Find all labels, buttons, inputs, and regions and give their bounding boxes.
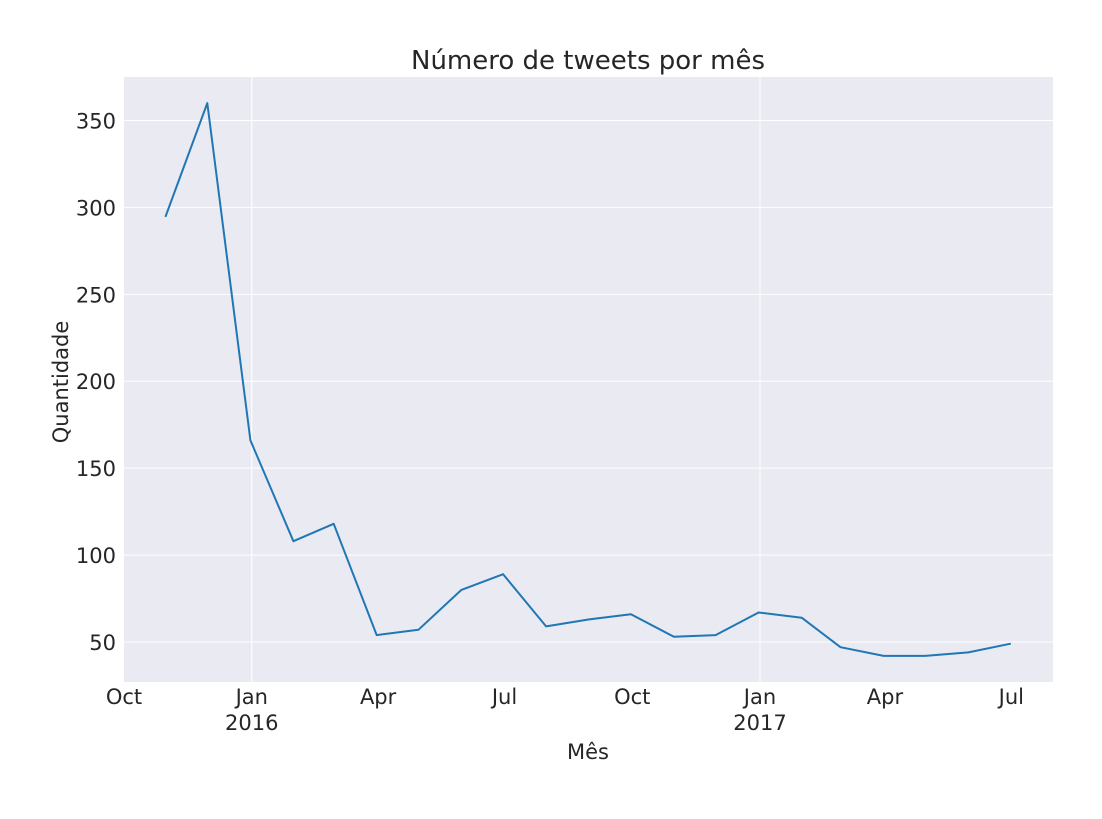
y-axis-label: Quantidade — [49, 321, 73, 444]
x-tick-label: Apr — [867, 685, 904, 709]
x-tick-year-label: 2016 — [225, 711, 278, 735]
x-tick-label: Jul — [490, 685, 517, 709]
chart-title: Número de tweets por mês — [411, 46, 765, 76]
y-tick-label: 200 — [76, 370, 116, 394]
x-tick-label: Oct — [106, 685, 142, 709]
y-tick-label: 300 — [76, 196, 116, 220]
y-tick-label: 150 — [76, 457, 116, 481]
y-axis-ticks: 50 100 150 200 250 300 350 — [76, 109, 116, 655]
x-tick-label: Jan — [742, 685, 776, 709]
x-tick-year-label: 2017 — [733, 711, 786, 735]
y-tick-label: 50 — [89, 631, 116, 655]
x-tick-label: Jan — [234, 685, 268, 709]
x-tick-label: Jul — [997, 685, 1024, 709]
y-tick-label: 350 — [76, 109, 116, 133]
y-tick-label: 100 — [76, 544, 116, 568]
plot-area — [124, 77, 1053, 682]
x-axis-label: Mês — [567, 740, 609, 764]
x-tick-label: Apr — [360, 685, 397, 709]
x-tick-label: Oct — [614, 685, 650, 709]
y-tick-label: 250 — [76, 283, 116, 307]
